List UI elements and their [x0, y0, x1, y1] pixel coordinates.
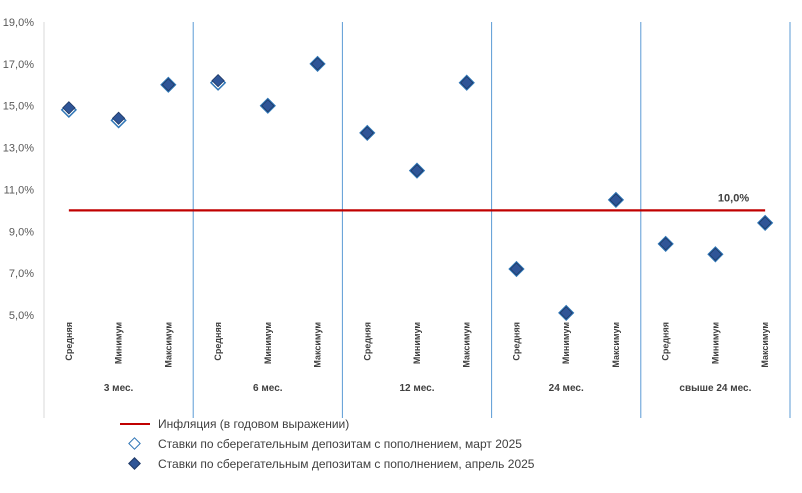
april-point	[460, 76, 474, 90]
april-point	[111, 111, 126, 125]
category-label: Максимум	[760, 322, 770, 368]
april-point	[559, 306, 573, 320]
april-point	[211, 73, 225, 88]
april-point	[410, 163, 424, 178]
inflation-value-label: 10,0%	[718, 192, 749, 204]
category-label: Средняя	[661, 322, 671, 361]
april-point	[708, 247, 723, 261]
category-label: Минимум	[412, 322, 422, 364]
y-tick-label: 15,0%	[3, 101, 34, 113]
legend-line-swatch	[118, 418, 152, 430]
april-point	[758, 216, 772, 230]
category-label: Средняя	[511, 322, 521, 361]
category-label: Минимум	[561, 322, 571, 364]
group-label: 3 мес.	[104, 383, 134, 394]
category-label: Максимум	[163, 322, 173, 368]
group-labels: 3 мес. 6 мес. 12 мес. 24 мес. свыше 24 мес.	[104, 383, 752, 394]
group-label: 12 мес.	[399, 383, 434, 394]
legend-label-inflation: Инфляция (в годовом выражении)	[158, 417, 350, 431]
category-label: Минимум	[114, 322, 124, 364]
y-axis: 19,0% 17,0% 15,0% 13,0% 11,0% 9,0% 7,0% 5,0%	[3, 17, 45, 418]
legend-filled-diamond-swatch	[118, 457, 152, 470]
category-label: Максимум	[611, 322, 621, 368]
legend: Инфляция (в годовом выражении) Ставки по…	[118, 414, 534, 474]
y-tick-label: 7,0%	[9, 268, 34, 280]
category-label: Максимум	[313, 322, 323, 368]
category-label: Минимум	[710, 322, 720, 364]
y-tick-label: 13,0%	[3, 143, 34, 155]
category-labels: Средняя Минимум Максимум Средняя Минимум Макс…	[64, 322, 770, 368]
y-tick-label: 17,0%	[3, 59, 34, 71]
category-label: Средняя	[213, 322, 223, 361]
legend-item-march: Ставки по сберегательным депозитам с поп…	[118, 434, 534, 454]
y-tick-label: 9,0%	[9, 226, 34, 238]
legend-label-march: Ставки по сберегательным депозитам с поп…	[158, 437, 522, 451]
april-point	[310, 57, 325, 71]
april-point	[659, 237, 673, 251]
y-tick-label: 19,0%	[3, 17, 34, 29]
april-point	[261, 99, 275, 113]
y-tick-label: 5,0%	[9, 310, 34, 322]
april-point	[161, 78, 175, 92]
april-point	[509, 262, 524, 276]
y-tick-label: 11,0%	[4, 184, 35, 196]
category-label: Максимум	[462, 322, 472, 368]
group-separators	[192, 22, 791, 418]
april-point	[62, 101, 76, 115]
legend-item-inflation: Инфляция (в годовом выражении)	[118, 414, 534, 434]
group-label: свыше 24 мес.	[679, 383, 751, 394]
legend-label-april: Ставки по сберегательным депозитам с поп…	[158, 457, 535, 471]
category-label: Минимум	[263, 322, 273, 364]
april-point	[609, 193, 623, 207]
category-label: Средняя	[64, 322, 74, 361]
legend-open-diamond-swatch	[118, 437, 152, 450]
inflation-line-group: 10,0%	[68, 192, 766, 212]
legend-item-april: Ставки по сберегательным депозитам с поп…	[118, 454, 534, 474]
april-point	[360, 126, 374, 140]
group-label: 24 мес.	[549, 383, 584, 394]
data-points	[60, 55, 774, 322]
category-label: Средняя	[362, 322, 372, 361]
group-label: 6 мес.	[253, 383, 283, 394]
